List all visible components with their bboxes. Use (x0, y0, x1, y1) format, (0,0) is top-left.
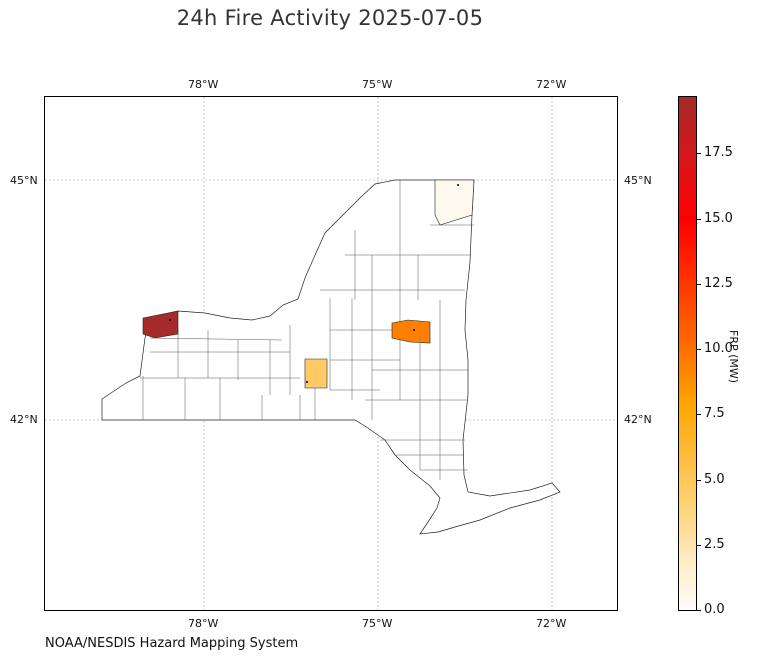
data-source-credit: NOAA/NESDIS Hazard Mapping System (45, 636, 299, 651)
colorbar-tick-mark (697, 153, 701, 154)
county-boundaries (140, 180, 474, 480)
colorbar-tick-label: 0.0 (704, 602, 725, 617)
colorbar-tick-label: 7.5 (704, 406, 725, 421)
lon-label-top-75w: 75°W (362, 78, 393, 91)
colorbar-tick-mark (697, 284, 701, 285)
fire-detection-point (169, 319, 171, 321)
frp-colorbar (678, 96, 697, 611)
colorbar-tick-mark (697, 610, 701, 611)
colorbar-tick-label: 5.0 (704, 472, 725, 487)
county-fire-low (434, 179, 475, 226)
lon-label-bottom-72w: 72°W (536, 617, 567, 630)
fire-detection-point (457, 184, 459, 186)
fire-detection-point (306, 381, 308, 383)
colorbar-tick-label: 15.0 (704, 211, 733, 226)
lon-label-top-78w: 78°W (188, 78, 219, 91)
lon-label-top-72w: 72°W (536, 78, 567, 91)
colorbar-tick-label: 17.5 (704, 145, 733, 160)
fire-detection-point (413, 329, 415, 331)
lon-label-bottom-75w: 75°W (362, 617, 393, 630)
county-fire-high (142, 310, 179, 339)
colorbar-tick-mark (697, 219, 701, 220)
lat-label-right-45n: 45°N (624, 174, 652, 187)
lat-label-right-42n: 42°N (624, 413, 652, 426)
colorbar-tick-mark (697, 545, 701, 546)
colorbar-title: FRP (MW) (727, 330, 740, 384)
lat-label-left-42n: 42°N (10, 413, 38, 426)
colorbar-tick-mark (697, 414, 701, 415)
county-fire-medium (391, 319, 431, 344)
lat-label-left-45n: 45°N (10, 174, 38, 187)
colorbar-tick-label: 2.5 (704, 537, 725, 552)
colorbar-tick-label: 10.0 (704, 341, 733, 356)
colorbar-tick-mark (697, 349, 701, 350)
colorbar-tick-mark (697, 480, 701, 481)
map-title: 24h Fire Activity 2025-07-05 (176, 6, 484, 30)
county-fire-medium-low (304, 358, 328, 389)
colorbar-tick-label: 12.5 (704, 276, 733, 291)
fire-detections (169, 184, 459, 383)
new-york-state-outline (101, 179, 561, 535)
lon-label-bottom-78w: 78°W (188, 617, 219, 630)
